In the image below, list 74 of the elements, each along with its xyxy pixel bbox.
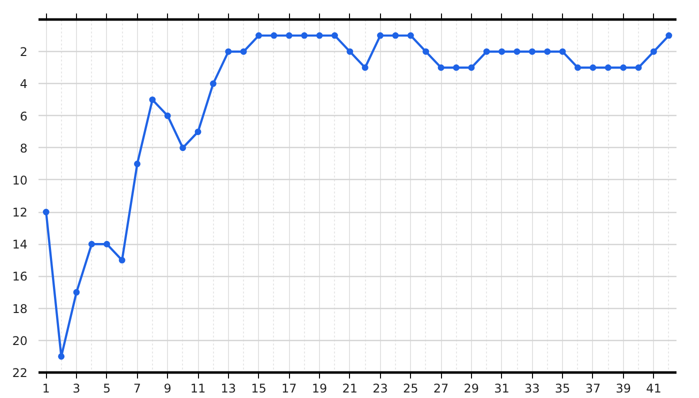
- x-tick-label: 11: [190, 382, 206, 396]
- point: [498, 48, 506, 55]
- x-tick-label: 33: [524, 382, 540, 396]
- x-tick-label: 37: [585, 382, 601, 396]
- x-tick-label: 27: [433, 382, 449, 396]
- x-tick-label: 39: [616, 382, 631, 396]
- point: [73, 289, 80, 296]
- x-tick-label: 15: [251, 382, 266, 396]
- point: [149, 96, 156, 103]
- point: [346, 48, 354, 55]
- point: [210, 80, 216, 87]
- x-tick-label: 21: [342, 382, 358, 396]
- y-tick-label: 4: [20, 77, 28, 92]
- point: [118, 256, 126, 264]
- point: [301, 32, 308, 39]
- y-tick-label: 18: [12, 302, 28, 316]
- y-tick-label: 20: [12, 334, 28, 348]
- point: [58, 353, 65, 360]
- point: [42, 208, 50, 216]
- x-tick-label: 35: [554, 382, 570, 396]
- x-tick-label: 31: [494, 382, 510, 396]
- point: [650, 48, 657, 55]
- point: [604, 64, 612, 71]
- x-tick-label: 5: [103, 382, 111, 396]
- point: [270, 32, 278, 39]
- x-tick-label: 23: [372, 382, 388, 396]
- point: [666, 32, 672, 39]
- x-tick-label: 3: [72, 382, 80, 396]
- y-tick-label: 2: [20, 45, 28, 60]
- point: [392, 32, 399, 39]
- point: [104, 240, 110, 248]
- point: [635, 64, 642, 71]
- y-tick-label: 8: [20, 141, 28, 156]
- point: [544, 48, 551, 55]
- point: [452, 64, 460, 71]
- x-tick-label: 9: [164, 382, 172, 396]
- point: [483, 48, 490, 55]
- point: [528, 48, 536, 55]
- point: [362, 64, 368, 71]
- point: [256, 32, 262, 39]
- x-tick-label: 29: [464, 382, 480, 396]
- x-tick-label: 13: [220, 382, 236, 396]
- point: [574, 64, 582, 71]
- point: [468, 64, 475, 71]
- point: [194, 128, 202, 136]
- y-tick-label: 10: [12, 173, 28, 188]
- point: [240, 48, 247, 55]
- y-tick-label: 12: [12, 206, 28, 220]
- point: [286, 32, 292, 39]
- point: [514, 48, 520, 55]
- point: [331, 32, 338, 39]
- x-tick-label: 17: [282, 382, 297, 396]
- point: [438, 64, 444, 71]
- x-tick-label: 1: [42, 382, 50, 396]
- point: [180, 144, 186, 152]
- point: [590, 64, 596, 71]
- x-tick-label: 7: [133, 382, 142, 396]
- point: [225, 48, 232, 55]
- point: [164, 112, 171, 120]
- point: [422, 48, 430, 55]
- y-tick-label: 14: [12, 238, 28, 252]
- x-tick-label: 25: [403, 382, 418, 396]
- point: [559, 48, 566, 55]
- point: [407, 32, 414, 39]
- point: [88, 240, 95, 248]
- y-tick-label: 22: [12, 366, 28, 380]
- point: [377, 32, 384, 39]
- x-tick-label: 19: [312, 382, 328, 396]
- x-tick-label: 41: [646, 382, 662, 396]
- point: [316, 32, 323, 39]
- y-tick-label: 6: [20, 109, 28, 124]
- point: [620, 64, 627, 71]
- y-tick-label: 16: [12, 270, 28, 284]
- point: [134, 160, 140, 168]
